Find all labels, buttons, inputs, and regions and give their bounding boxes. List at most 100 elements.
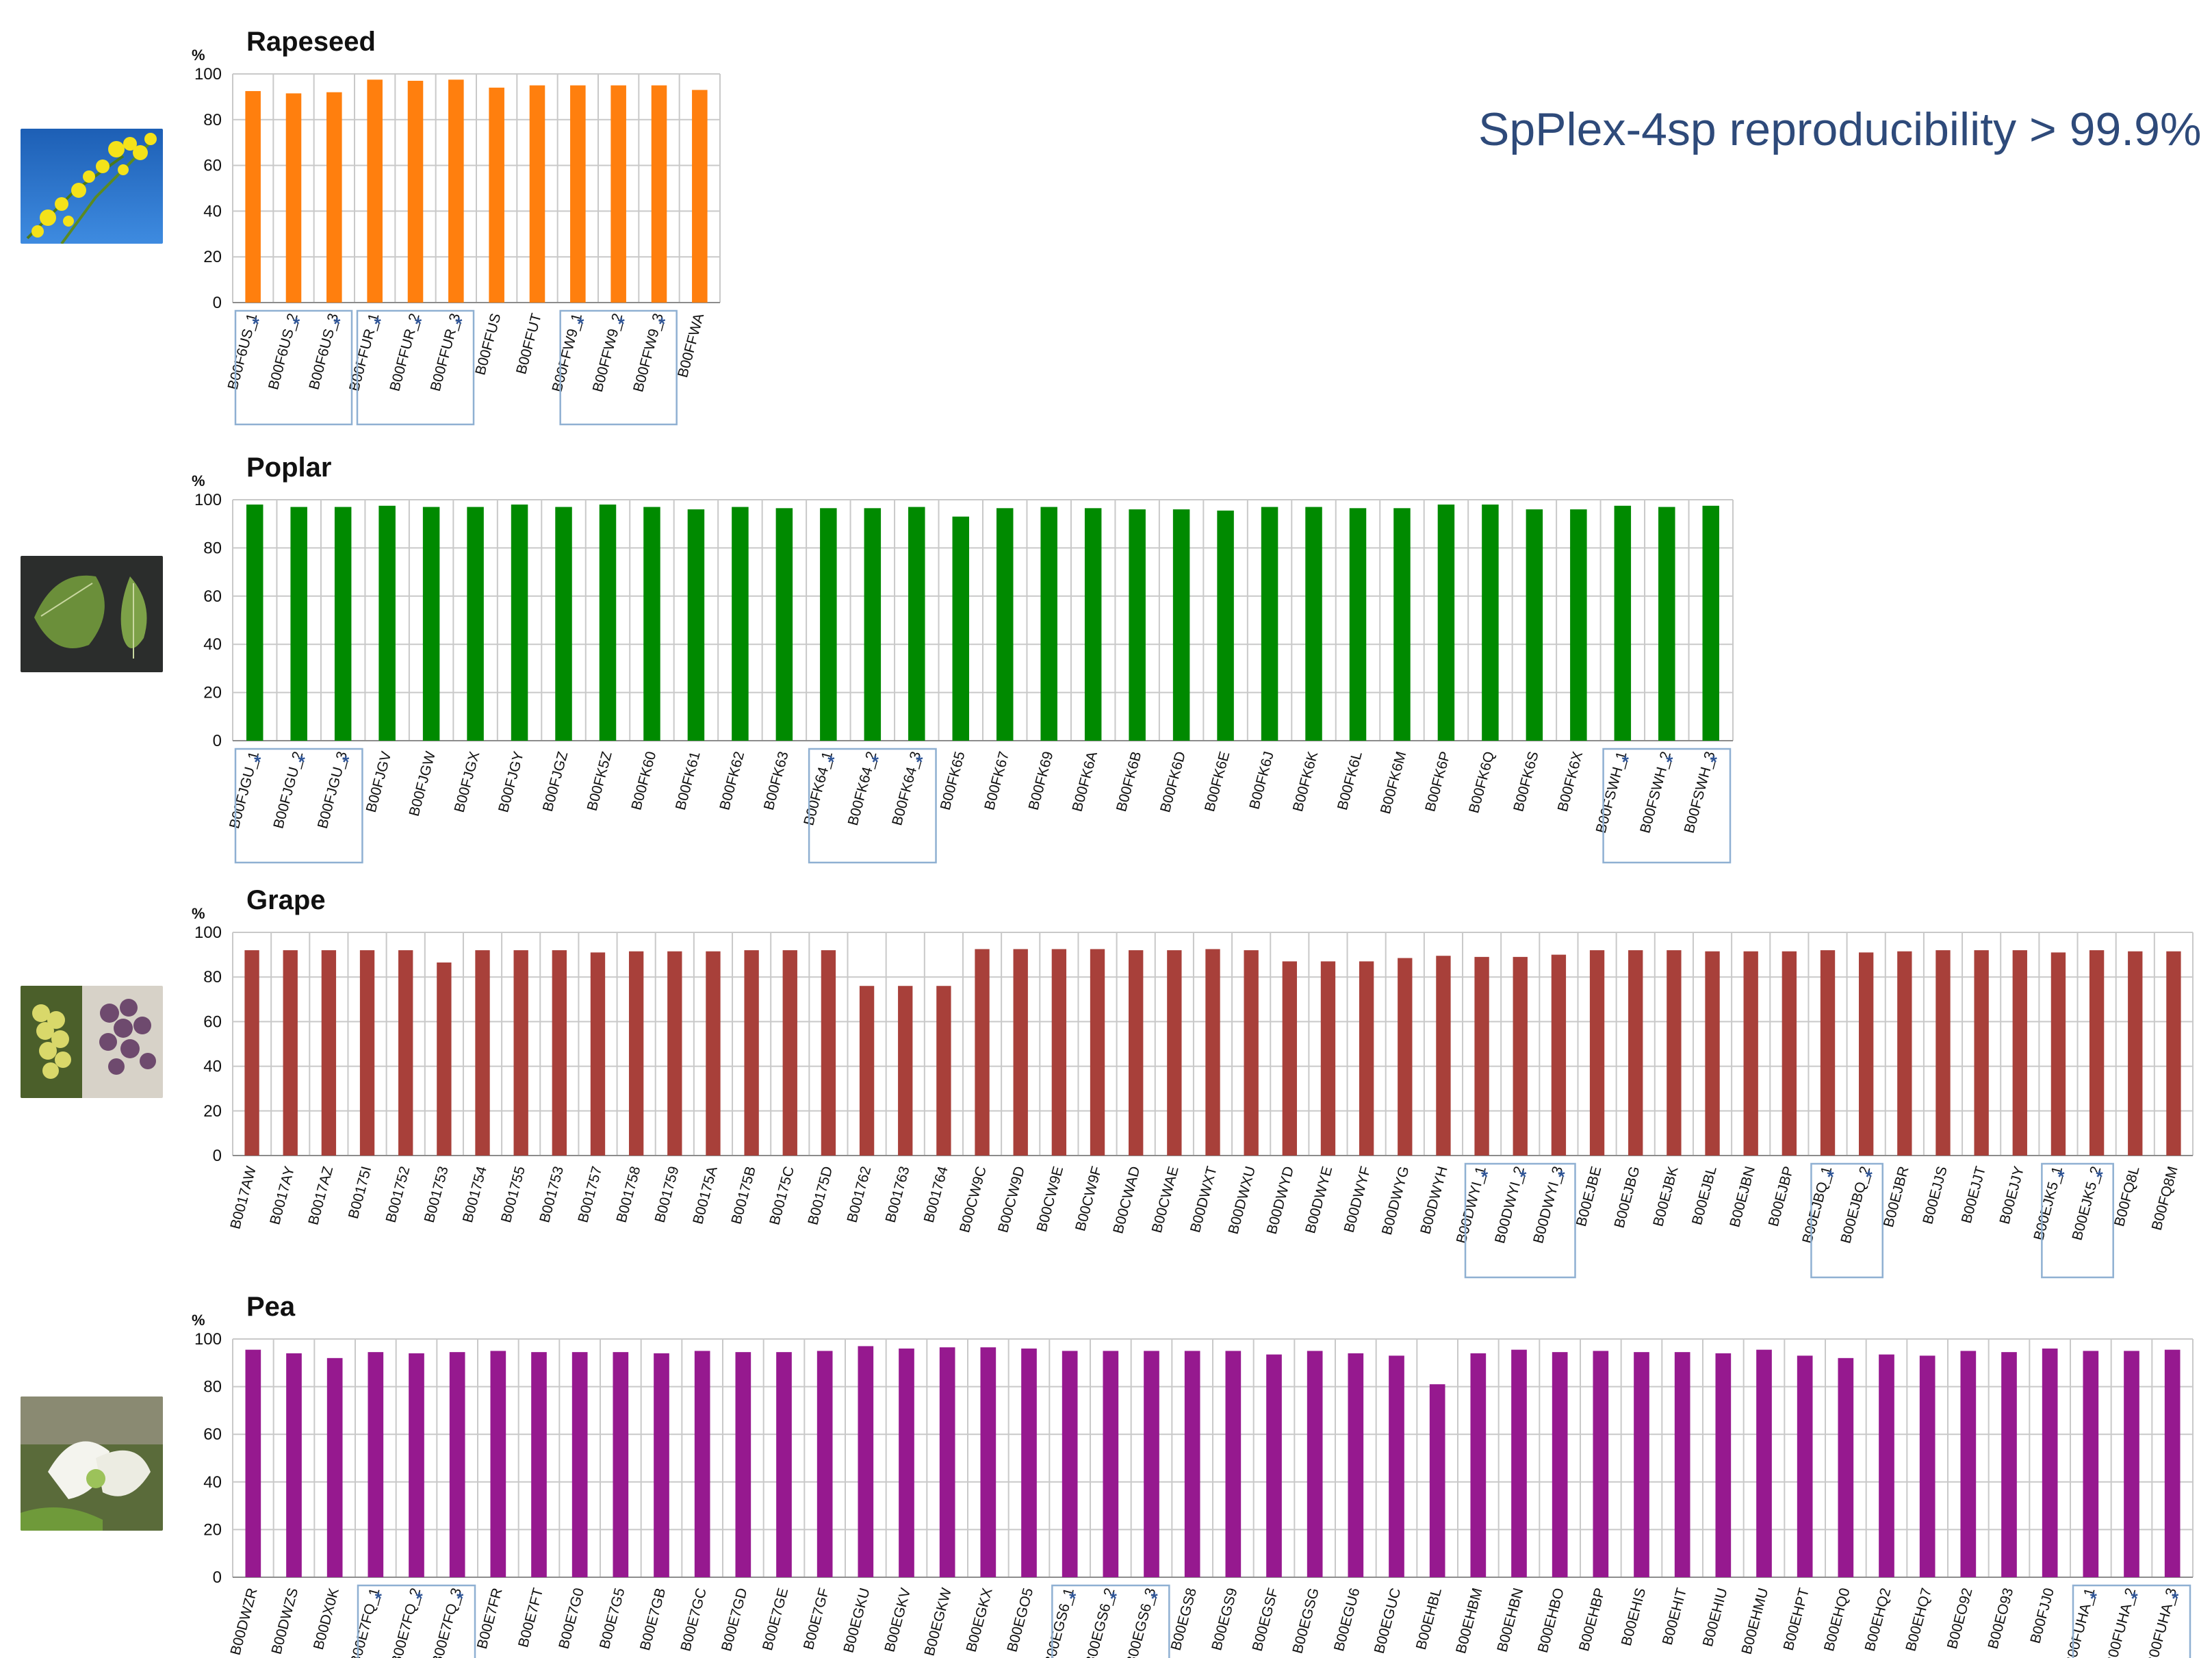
grape-x-tick: B00175I [346,1164,374,1221]
poplar-bar [378,505,396,741]
grape-x-tick: B00EJBQ_1 [1799,1164,1835,1245]
pea-x-tick: B00EGS6_3 [1123,1586,1159,1658]
pea-x-tick: B00EHBO [1535,1586,1567,1655]
rapeseed-bar [570,85,586,303]
pea-x-tick: B00EGSG [1289,1586,1322,1655]
grape-y-tick: 80 [203,968,222,986]
rapeseed-replicate-marker: * [333,314,341,334]
poplar-x-tick: B00FJGZ [540,750,571,813]
pea-bar [694,1351,710,1577]
poplar-bar [1570,509,1587,741]
poplar-bar [1129,509,1146,741]
pea-bar [2164,1349,2181,1577]
grape-x-tick: B00EJJT [1959,1164,1989,1225]
rapeseed-x-tick: B00FFUR_3 [428,311,463,393]
pea-bar [1919,1355,1936,1577]
grape-x-tick: B00DWYF [1341,1164,1374,1234]
pea-bar [1593,1351,1609,1577]
poplar-bar [1349,508,1367,741]
grape-x-tick: B0017AW [227,1164,259,1231]
poplar-x-tick: B00FJGV [363,750,395,814]
rapeseed-y-tick: 40 [203,202,222,220]
grape-x-tick: B001758 [613,1164,643,1224]
grape-bar [782,950,797,1156]
grape-x-tick: B00DWYI_1 [1454,1164,1489,1245]
pea-x-tick: B00E7GE [760,1586,791,1652]
rapeseed-bar [529,85,545,303]
grape-x-tick: B00CWAD [1110,1164,1143,1235]
grape-bar [1667,950,1682,1156]
poplar-x-tick: B00FK64_1 [801,750,836,827]
grape-bar [590,952,606,1156]
grape-bar [1858,952,1874,1156]
grape-x-tick: B00FQ8M [2149,1164,2181,1232]
pea-y-tick: 40 [203,1473,222,1492]
poplar-bar [687,509,705,741]
pea-bar [1348,1353,1364,1577]
grape-x-tick: B001764 [921,1164,951,1224]
pea-x-tick: B00E7FQ_3 [429,1586,465,1658]
pea-bar [1429,1384,1445,1577]
rapeseed-x-tick: B00F6US_1 [225,311,261,391]
pea-x-tick: B00EGS9 [1209,1586,1240,1652]
poplar-x-tick: B00FK61 [673,750,704,812]
rapeseed-unit-label: % [192,47,205,64]
grape-x-tick: B00FQ8L [2111,1164,2142,1228]
pea-bar [2042,1348,2058,1577]
grape-bar [1282,961,1297,1156]
pea-x-tick: B00EGS6_2 [1082,1586,1118,1658]
grape-bar [1743,951,1758,1156]
poplar-x-tick: B00FK67 [981,750,1012,812]
grape-bar [1167,950,1182,1156]
pea-bar [2083,1351,2099,1577]
poplar-x-tick: B00FK65 [938,750,968,812]
poplar-x-tick: B00FK6J [1246,750,1277,811]
grape-x-tick: B00CW9C [957,1164,990,1234]
pea-y-tick: 0 [213,1568,222,1587]
grape-bar [2089,950,2105,1156]
pea-bar [490,1351,506,1577]
grape-replicate-group-box [1464,1162,1576,1279]
pea-x-tick: B00E7FR [474,1586,506,1650]
poplar-photo [21,556,163,672]
grape-photo [21,986,163,1098]
pea-bar [409,1353,424,1577]
poplar-bar [952,516,970,741]
rapeseed-replicate-marker: * [618,314,626,334]
grape-bar [244,950,259,1156]
poplar-bar [996,508,1014,741]
grape-y-tick: 20 [203,1102,222,1121]
grape-x-tick: B00DWXT [1187,1164,1220,1234]
rapeseed-x-tick: B00FFWA [675,311,707,379]
rapeseed-bar [407,81,424,303]
grape-replicate-group-box [1810,1162,1883,1279]
pea-x-tick: B00E7GC [678,1586,710,1653]
pea-x-tick: B00E7GB [637,1586,669,1652]
poplar-x-tick: B00FSWH_1 [1593,750,1630,834]
pea-x-tick: B00EGU6 [1331,1586,1363,1653]
poplar-replicate-marker: * [298,752,306,772]
grape-x-tick: B00EJJS [1920,1164,1951,1225]
pea-bar [1511,1349,1527,1577]
rapeseed-replicate-marker: * [658,314,666,334]
grape-bar [1129,950,1144,1156]
poplar-x-tick: B00FK6M [1378,750,1409,815]
rapeseed-y-tick: 60 [203,157,222,175]
grape-bar [1474,956,1489,1156]
pea-bar [613,1352,629,1577]
pea-bar [1797,1355,1813,1577]
pea-bar [2001,1352,2017,1577]
poplar-x-tick: B00FJGW [407,750,439,818]
grape-x-tick: B00DWYH [1417,1164,1450,1236]
pea-x-tick: B00EO92 [1944,1586,1976,1650]
rapeseed-bar [326,92,342,303]
pea-x-tick: B00EGKV [882,1586,914,1653]
pea-x-tick: B00EGUC [1372,1586,1404,1655]
grape-x-tick: B00EJBN [1727,1164,1758,1229]
grape-bar [283,950,298,1156]
pea-replicate-group-box [2072,1584,2191,1658]
poplar-bar [1658,507,1675,741]
poplar-x-tick: B00FK60 [628,750,659,812]
